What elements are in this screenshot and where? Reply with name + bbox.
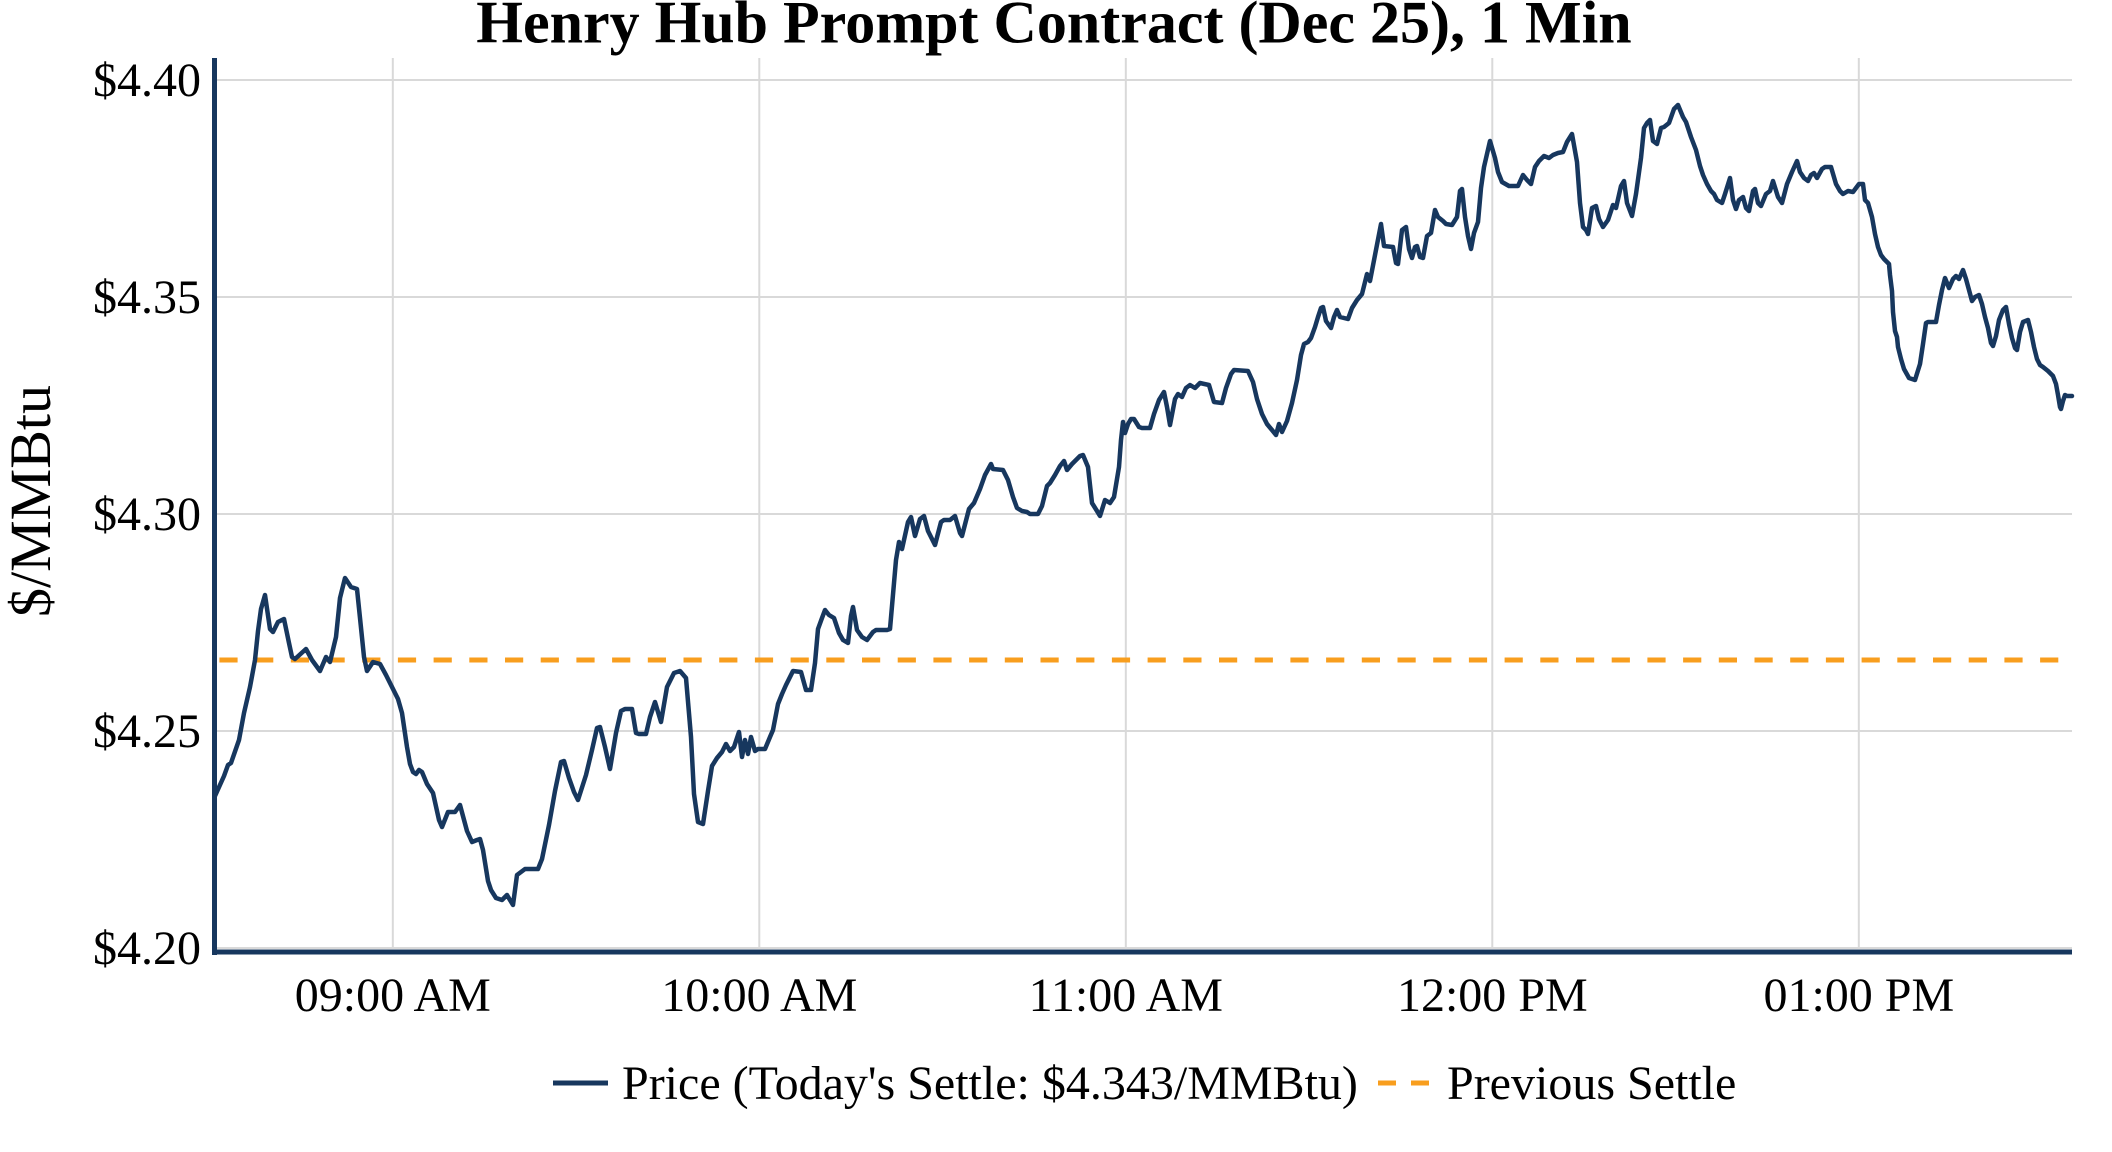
svg-text:Previous Settle: Previous Settle bbox=[1447, 1057, 1736, 1110]
svg-text:10:00 AM: 10:00 AM bbox=[661, 969, 857, 1022]
svg-text:Price (Today's Settle: $4.343/: Price (Today's Settle: $4.343/MMBtu) bbox=[622, 1057, 1358, 1110]
svg-text:01:00 PM: 01:00 PM bbox=[1763, 969, 1954, 1022]
svg-text:Henry Hub Prompt Contract (Dec: Henry Hub Prompt Contract (Dec 25), 1 Mi… bbox=[476, 0, 1631, 56]
svg-text:$4.35: $4.35 bbox=[93, 271, 201, 324]
svg-text:12:00 PM: 12:00 PM bbox=[1397, 969, 1588, 1022]
svg-text:$/MMBtu: $/MMBtu bbox=[0, 385, 63, 617]
svg-text:$4.25: $4.25 bbox=[93, 705, 201, 758]
svg-text:11:00 AM: 11:00 AM bbox=[1029, 969, 1223, 1022]
svg-text:$4.40: $4.40 bbox=[93, 54, 201, 107]
svg-text:09:00 AM: 09:00 AM bbox=[295, 969, 491, 1022]
svg-text:$4.30: $4.30 bbox=[93, 488, 201, 541]
svg-text:$4.20: $4.20 bbox=[93, 922, 201, 975]
